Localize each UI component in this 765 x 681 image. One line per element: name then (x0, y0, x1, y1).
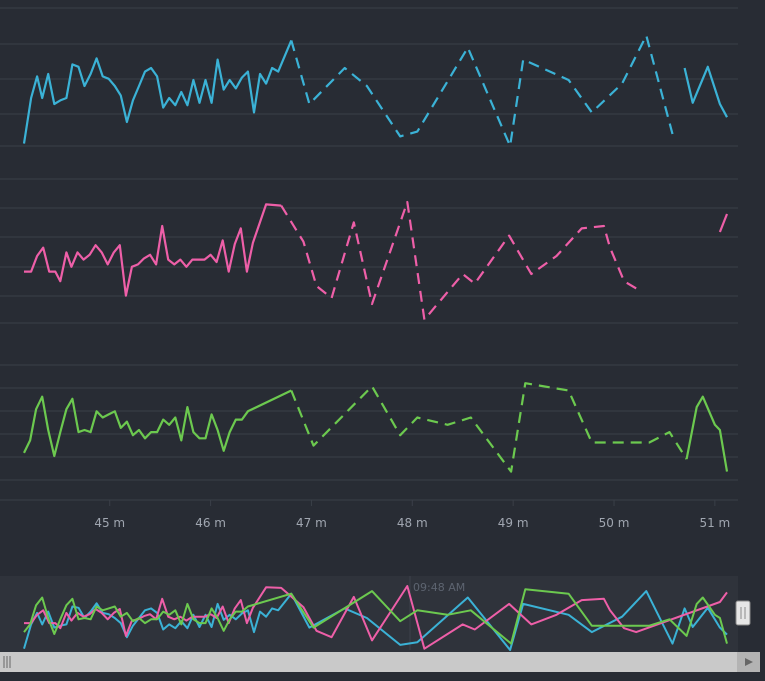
x-tick-label: 48 m (397, 516, 428, 530)
navigator-right-handle[interactable] (735, 600, 751, 626)
scrollbar-grip-icon[interactable] (3, 656, 11, 668)
navigator-green-line (23, 588, 728, 645)
horizontal-scrollbar[interactable] (0, 652, 760, 672)
x-tick-label: 46 m (195, 516, 226, 530)
navigator-time-label: 09:48 AM (413, 581, 465, 594)
blue-series-line (22, 39, 293, 144)
navigator-series (23, 585, 728, 651)
green-series-line-dashed (290, 382, 688, 473)
main-chart-panels (0, 7, 738, 501)
x-tick-label: 45 m (94, 516, 125, 530)
x-tick-label: 51 m (699, 516, 730, 530)
scroll-right-arrow-icon[interactable] (745, 658, 753, 666)
x-tick-label: 50 m (599, 516, 630, 530)
x-tick-label: 49 m (498, 516, 529, 530)
pink-series-line (718, 213, 729, 233)
x-tick-label: 47 m (296, 516, 327, 530)
navigator[interactable]: 09:48 AM (0, 576, 751, 652)
navigator-pink-line (24, 585, 728, 650)
scrollbar-thumb[interactable] (0, 652, 737, 672)
navigator-background (0, 576, 738, 652)
pink-series-line-dashed (280, 200, 637, 321)
pink-series-line (24, 203, 282, 297)
panel-1 (22, 34, 728, 148)
green-series-line (23, 389, 292, 458)
gridlines (0, 7, 738, 501)
blue-series-line-dashed (290, 34, 674, 148)
panel-3 (23, 382, 729, 473)
x-axis: 45 m 46 m 47 m 48 m 49 m 50 m 51 m (94, 500, 730, 530)
panel-2 (24, 200, 729, 321)
blue-series-line (683, 65, 728, 118)
green-series-line (685, 395, 729, 472)
